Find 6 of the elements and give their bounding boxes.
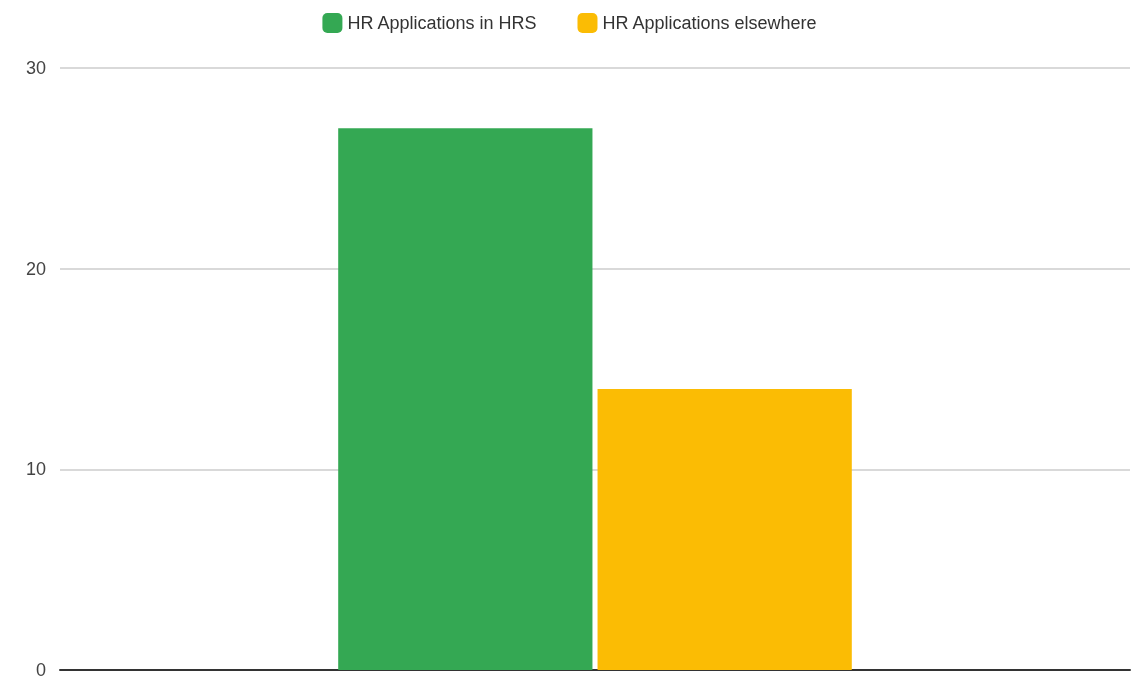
legend-label: HR Applications elsewhere bbox=[602, 13, 817, 33]
y-tick-label: 30 bbox=[25, 58, 46, 78]
y-tick-label: 10 bbox=[25, 459, 46, 480]
y-tick-label: 0 bbox=[35, 660, 46, 680]
legend-label: HR Applications in HRS bbox=[347, 13, 537, 33]
y-tick-label: 20 bbox=[25, 258, 46, 279]
